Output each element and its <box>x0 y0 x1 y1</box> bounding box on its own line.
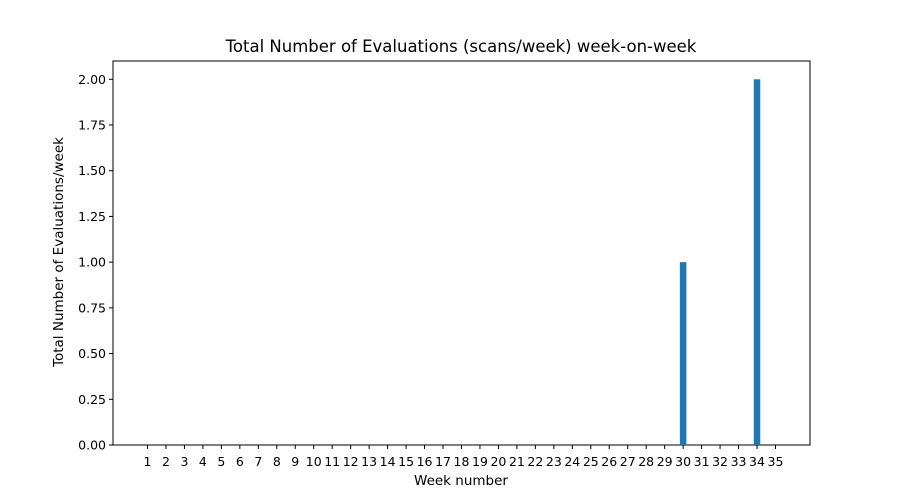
y-tick-label: 1.25 <box>78 209 106 224</box>
x-tick-label: 32 <box>712 454 728 469</box>
x-tick-label: 13 <box>361 454 377 469</box>
x-tick-label: 33 <box>731 454 747 469</box>
x-tick-label: 19 <box>472 454 488 469</box>
x-tick-label: 14 <box>380 454 396 469</box>
x-tick-label: 3 <box>180 454 188 469</box>
x-tick-label: 5 <box>217 454 225 469</box>
bar-week-34 <box>753 79 761 446</box>
x-tick-label: 25 <box>583 454 599 469</box>
x-tick-label: 22 <box>527 454 543 469</box>
y-tick-label: 0.00 <box>78 438 106 453</box>
y-tick-label: 1.50 <box>78 163 106 178</box>
x-tick-label: 12 <box>343 454 359 469</box>
x-tick-label: 4 <box>199 454 207 469</box>
x-tick-label: 6 <box>236 454 244 469</box>
plot-frame <box>112 60 811 446</box>
y-axis-ticks: 0.00 0.25 0.50 0.75 1.00 1.25 1.50 1.75 2.00 <box>78 72 113 453</box>
x-tick-label: 2 <box>162 454 170 469</box>
y-tick-label: 0.75 <box>78 300 106 315</box>
y-tick-label: 2.00 <box>78 72 106 87</box>
x-tick-label: 16 <box>417 454 433 469</box>
x-tick-label: 31 <box>694 454 710 469</box>
x-tick-label: 15 <box>398 454 414 469</box>
x-tick-label: 35 <box>768 454 784 469</box>
x-tick-label: 24 <box>564 454 580 469</box>
y-tick-label: 1.00 <box>78 255 106 270</box>
x-tick-label: 26 <box>601 454 617 469</box>
x-tick-label: 10 <box>306 454 322 469</box>
bar-week-30 <box>679 262 687 445</box>
x-tick-label: 17 <box>435 454 451 469</box>
y-tick-label: 1.75 <box>78 118 106 133</box>
x-tick-label: 21 <box>509 454 525 469</box>
x-tick-label: 1 <box>144 454 152 469</box>
chart-title: Total Number of Evaluations (scans/week)… <box>225 37 697 56</box>
x-axis-ticks: 1 2 3 4 5 6 7 8 9 10 11 12 13 14 15 16 17 18 19 20 21 22 23 24 2… <box>144 445 784 469</box>
x-tick-label: 11 <box>324 454 340 469</box>
x-tick-label: 8 <box>273 454 281 469</box>
x-tick-label: 9 <box>291 454 299 469</box>
x-tick-label: 28 <box>638 454 654 469</box>
bars <box>679 79 761 446</box>
x-tick-label: 30 <box>675 454 691 469</box>
y-tick-label: 0.25 <box>78 392 106 407</box>
x-axis-label: Week number <box>414 473 508 489</box>
x-tick-label: 27 <box>620 454 636 469</box>
plot-area <box>112 60 811 446</box>
x-tick-label: 29 <box>657 454 673 469</box>
x-tick-label: 23 <box>546 454 562 469</box>
x-tick-label: 18 <box>454 454 470 469</box>
x-tick-label: 34 <box>749 454 765 469</box>
x-tick-label: 20 <box>490 454 506 469</box>
y-axis-label: Total Number of Evaluations/week <box>51 137 67 368</box>
x-tick-label: 7 <box>254 454 262 469</box>
y-tick-label: 0.50 <box>78 346 106 361</box>
